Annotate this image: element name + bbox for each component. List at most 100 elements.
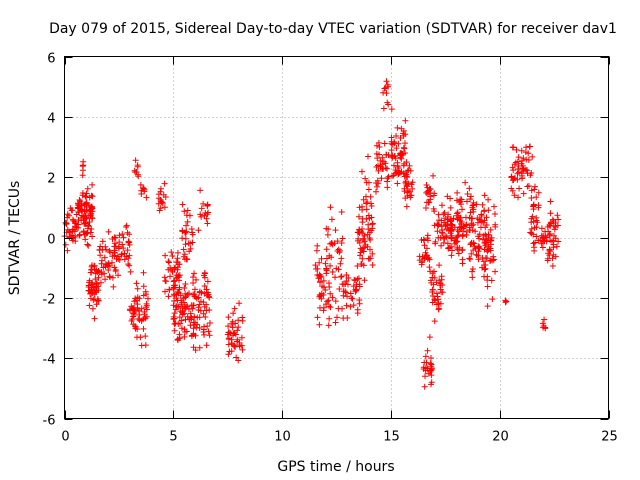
y-tick-labels: -6 -4 -2 0 2 4 6	[43, 52, 56, 429]
data-point	[343, 302, 350, 309]
data-point	[183, 255, 190, 262]
data-point	[102, 276, 109, 283]
data-point	[338, 239, 345, 246]
data-point	[185, 240, 192, 247]
data-point	[424, 237, 431, 244]
data-point	[509, 164, 516, 171]
data-point	[361, 277, 368, 284]
data-point	[549, 263, 556, 270]
data-point	[444, 221, 451, 228]
data-point	[484, 277, 491, 284]
data-point	[364, 153, 371, 160]
data-point	[405, 167, 412, 174]
data-point	[322, 286, 329, 293]
data-point	[344, 281, 351, 288]
data-point	[376, 144, 383, 151]
data-point	[393, 145, 400, 152]
data-point	[235, 324, 242, 331]
data-point	[344, 293, 351, 300]
data-point	[67, 229, 74, 236]
data-point	[544, 255, 551, 262]
data-point	[317, 278, 324, 285]
y-tick-label: -2	[43, 293, 56, 308]
data-point	[128, 303, 135, 310]
data-point	[528, 230, 535, 237]
data-point	[186, 290, 193, 297]
data-point	[355, 229, 362, 236]
data-point	[95, 297, 102, 304]
data-point	[467, 241, 474, 248]
data-point	[531, 186, 538, 193]
data-point	[356, 300, 363, 307]
data-point	[468, 220, 475, 227]
data-point	[190, 302, 197, 309]
data-point	[179, 235, 186, 242]
data-point	[236, 300, 243, 307]
data-point	[374, 155, 381, 162]
data-point	[327, 262, 334, 269]
data-point	[423, 359, 430, 366]
data-point	[459, 206, 466, 213]
data-point	[186, 248, 193, 255]
data-point	[425, 199, 432, 206]
data-point	[422, 367, 429, 374]
data-point	[327, 304, 334, 311]
data-point	[230, 310, 237, 317]
data-point	[373, 179, 380, 186]
data-point	[395, 140, 402, 147]
data-point	[470, 201, 477, 208]
data-point	[426, 264, 433, 271]
data-point	[82, 193, 89, 200]
data-point	[76, 197, 83, 204]
data-point	[427, 363, 434, 370]
data-point	[349, 295, 356, 302]
data-point	[335, 305, 342, 312]
data-point	[194, 314, 201, 321]
data-point	[172, 306, 179, 313]
data-point	[179, 305, 186, 312]
data-point	[430, 205, 437, 212]
data-point	[201, 283, 208, 290]
x-tick-labels: 0 5 10 15 20 25	[61, 430, 617, 445]
data-point	[459, 233, 466, 240]
data-point	[365, 186, 372, 193]
data-point	[91, 296, 98, 303]
data-point	[336, 285, 343, 292]
data-point	[364, 243, 371, 250]
data-point	[89, 233, 96, 240]
data-point	[390, 162, 397, 169]
data-point	[355, 235, 362, 242]
data-point	[469, 268, 476, 275]
data-point	[80, 158, 87, 165]
data-point	[119, 241, 126, 248]
data-point	[427, 354, 434, 361]
data-point	[201, 274, 208, 281]
data-point	[118, 251, 125, 258]
data-point	[198, 213, 205, 220]
data-point	[195, 227, 202, 234]
data-point	[89, 181, 96, 188]
x-tick-label: 20	[492, 430, 509, 445]
data-point	[553, 243, 560, 250]
data-point	[348, 295, 355, 302]
data-point	[547, 210, 554, 217]
data-point	[157, 185, 164, 192]
grid-lines	[64, 56, 609, 419]
data-point	[171, 327, 178, 334]
data-point	[368, 202, 375, 209]
data-point	[480, 258, 487, 265]
data-point	[322, 301, 329, 308]
data-point	[448, 232, 455, 239]
data-point	[409, 185, 416, 192]
data-point	[431, 268, 438, 275]
data-point	[400, 144, 407, 151]
data-point	[444, 240, 451, 247]
data-point	[378, 175, 385, 182]
data-point	[86, 277, 93, 284]
data-point	[64, 211, 71, 218]
data-point	[483, 239, 490, 246]
data-point	[357, 252, 364, 259]
data-point	[140, 316, 147, 323]
data-point	[200, 310, 207, 317]
data-point	[485, 196, 492, 203]
